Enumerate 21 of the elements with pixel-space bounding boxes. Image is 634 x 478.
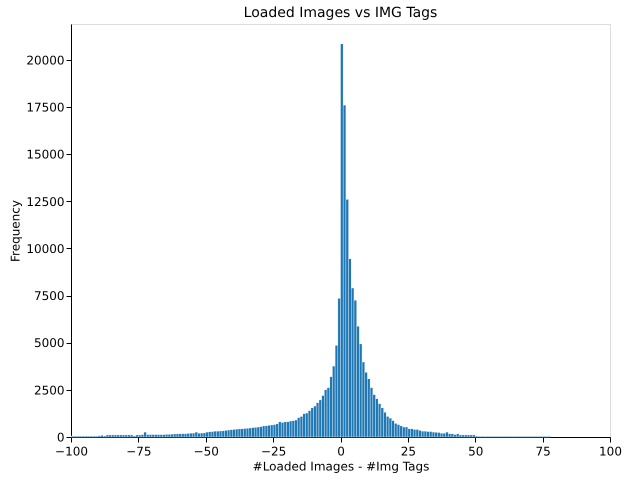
y-tick-label: 5000 (34, 336, 64, 350)
x-axis-title: #Loaded Images - #Img Tags (252, 460, 430, 474)
x-tick-label: 50 (468, 444, 484, 458)
x-tick-label: −25 (260, 444, 286, 458)
y-tick-label: 15000 (26, 148, 64, 162)
x-tick-label: −50 (194, 444, 219, 458)
y-tick-label: 20000 (26, 53, 64, 68)
x-tick-label: −75 (126, 444, 152, 458)
x-tick-label: 75 (535, 444, 551, 458)
y-tick-label: 0 (56, 430, 64, 444)
x-tick-label: 0 (337, 444, 345, 458)
y-axis-title: Frequency (8, 200, 22, 262)
x-tick-label: 100 (599, 444, 622, 458)
x-tick-label: 25 (400, 444, 416, 458)
chart-title: Loaded Images vs IMG Tags (244, 5, 438, 21)
y-tick-label: 2500 (34, 383, 64, 398)
y-tick-label: 12500 (26, 194, 64, 209)
y-tick-label: 10000 (26, 242, 64, 256)
y-tick-label: 17500 (26, 100, 64, 114)
x-tick-label: −100 (55, 444, 88, 458)
y-tick-label: 7500 (34, 289, 64, 304)
